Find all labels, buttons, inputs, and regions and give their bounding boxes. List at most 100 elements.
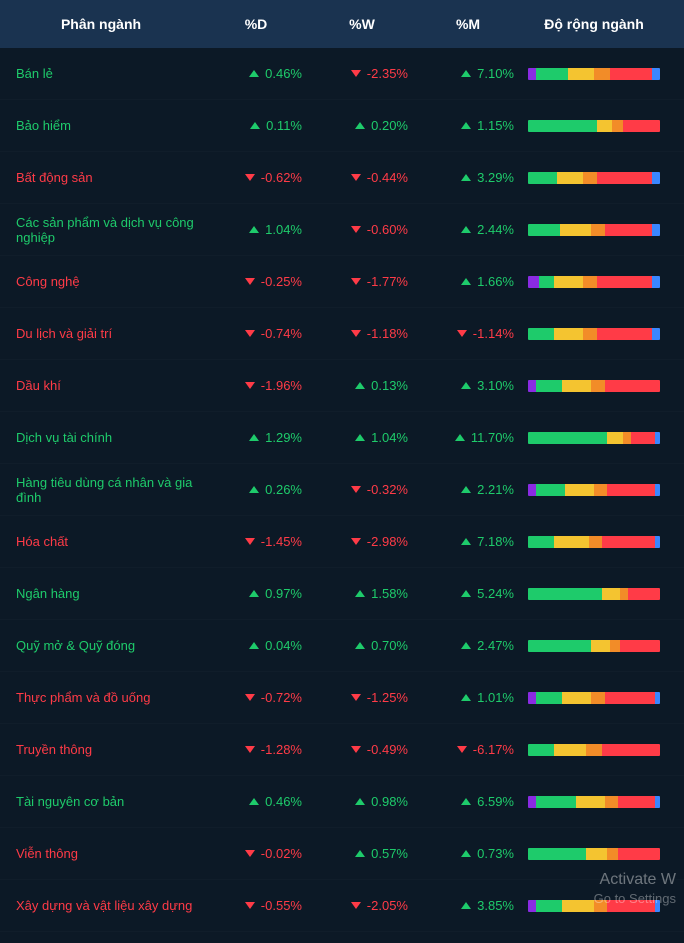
pct-month-value: 5.24% [477, 586, 514, 601]
sector-name: Bán lẻ [0, 66, 210, 81]
sector-name: Truyền thông [0, 742, 210, 757]
breadth-bar [528, 172, 660, 184]
table-row[interactable]: Du lịch và giải trí -0.74% -1.18% -1.14% [0, 308, 684, 360]
table-row[interactable]: Ngân hàng 0.97% 1.58% 5.24% [0, 568, 684, 620]
pct-month-value: -6.17% [473, 742, 514, 757]
pct-day: -0.74% [210, 326, 316, 341]
pct-week: 0.70% [316, 638, 422, 653]
table-row[interactable]: Bất động sản -0.62% -0.44% 3.29% [0, 152, 684, 204]
sector-name: Dầu khí [0, 378, 210, 393]
breadth-seg-orange [583, 328, 596, 340]
table-row[interactable]: Tài nguyên cơ bản 0.46% 0.98% 6.59% [0, 776, 684, 828]
pct-day: 0.11% [210, 118, 316, 133]
pct-month: 5.24% [422, 586, 528, 601]
breadth-bar [528, 380, 660, 392]
sector-name: Hóa chất [0, 534, 210, 549]
triangle-up-icon [461, 902, 471, 909]
breadth-seg-blue [652, 68, 660, 80]
pct-day-value: -0.25% [261, 274, 302, 289]
breadth-seg-red [597, 172, 652, 184]
triangle-down-icon [245, 330, 255, 337]
pct-day-value: 1.29% [265, 430, 302, 445]
pct-day: -0.02% [210, 846, 316, 861]
pct-day: -0.55% [210, 898, 316, 913]
breadth-seg-red [623, 120, 660, 132]
table-row[interactable]: Dịch vụ tài chính 1.29% 1.04% 11.70% [0, 412, 684, 464]
pct-day: 0.26% [210, 482, 316, 497]
breadth-seg-orange [623, 432, 631, 444]
breadth-seg-red [607, 900, 655, 912]
breadth-seg-blue [655, 536, 660, 548]
triangle-up-icon [455, 434, 465, 441]
pct-day: 0.04% [210, 638, 316, 653]
pct-month: 2.47% [422, 638, 528, 653]
pct-day-value: -1.28% [261, 742, 302, 757]
breadth-seg-blue [655, 796, 660, 808]
table-row[interactable]: Công nghệ -0.25% -1.77% 1.66% [0, 256, 684, 308]
triangle-up-icon [461, 382, 471, 389]
breadth-bar [528, 120, 660, 132]
breadth-bar [528, 744, 660, 756]
table-row[interactable]: Quỹ mở & Quỹ đóng 0.04% 0.70% 2.47% [0, 620, 684, 672]
table-row[interactable]: Các sản phẩm và dịch vụ công nghiệp 1.04… [0, 204, 684, 256]
pct-week: 0.20% [316, 118, 422, 133]
pct-month: 3.85% [422, 898, 528, 913]
sector-name: Thực phẩm và đồ uống [0, 690, 210, 705]
pct-day-value: 1.04% [265, 222, 302, 237]
header-breadth: Độ rộng ngành [528, 16, 674, 32]
pct-week-value: -0.49% [367, 742, 408, 757]
breadth-bar [528, 536, 660, 548]
triangle-up-icon [461, 122, 471, 129]
breadth-seg-green [528, 328, 554, 340]
triangle-down-icon [245, 538, 255, 545]
pct-week-value: 0.98% [371, 794, 408, 809]
breadth-seg-green [528, 744, 554, 756]
table-row[interactable]: Bán lẻ 0.46% -2.35% 7.10% [0, 48, 684, 100]
pct-week: 1.04% [316, 430, 422, 445]
pct-week-value: 1.58% [371, 586, 408, 601]
table-row[interactable]: Hóa chất -1.45% -2.98% 7.18% [0, 516, 684, 568]
table-row[interactable]: Xây dựng và vật liệu xây dựng -0.55% -2.… [0, 880, 684, 932]
breadth-seg-yellow [602, 588, 620, 600]
breadth-seg-green [536, 692, 562, 704]
breadth-cell [528, 796, 674, 808]
breadth-cell [528, 640, 674, 652]
triangle-up-icon [461, 226, 471, 233]
triangle-up-icon [461, 278, 471, 285]
table-row[interactable]: Dầu khí -1.96% 0.13% 3.10% [0, 360, 684, 412]
table-row[interactable]: Viễn thông -0.02% 0.57% 0.73% [0, 828, 684, 880]
triangle-down-icon [351, 330, 361, 337]
pct-month-value: 2.44% [477, 222, 514, 237]
triangle-down-icon [457, 330, 467, 337]
pct-month-value: 3.29% [477, 170, 514, 185]
pct-day-value: -1.45% [261, 534, 302, 549]
pct-week: -1.18% [316, 326, 422, 341]
breadth-seg-green [528, 640, 591, 652]
triangle-down-icon [245, 850, 255, 857]
triangle-up-icon [461, 174, 471, 181]
table-row[interactable]: Hàng tiêu dùng cá nhân và gia đình 0.26%… [0, 464, 684, 516]
pct-week: 1.58% [316, 586, 422, 601]
triangle-up-icon [461, 70, 471, 77]
table-row[interactable]: Truyền thông -1.28% -0.49% -6.17% [0, 724, 684, 776]
pct-day-value: -1.96% [261, 378, 302, 393]
breadth-seg-purple [528, 692, 536, 704]
breadth-seg-orange [589, 536, 602, 548]
table-row[interactable]: Thực phẩm và đồ uống -0.72% -1.25% 1.01% [0, 672, 684, 724]
pct-week-value: 0.70% [371, 638, 408, 653]
pct-month-value: 2.21% [477, 482, 514, 497]
pct-month: 3.10% [422, 378, 528, 393]
table-row[interactable]: Bảo hiểm 0.11% 0.20% 1.15% [0, 100, 684, 152]
triangle-down-icon [351, 902, 361, 909]
breadth-seg-red [618, 848, 660, 860]
pct-day: -1.45% [210, 534, 316, 549]
triangle-up-icon [461, 798, 471, 805]
breadth-seg-blue [652, 172, 660, 184]
breadth-seg-yellow [554, 536, 588, 548]
breadth-cell [528, 536, 674, 548]
breadth-seg-green [536, 380, 562, 392]
triangle-down-icon [457, 746, 467, 753]
pct-week: -2.05% [316, 898, 422, 913]
pct-day: 1.29% [210, 430, 316, 445]
breadth-bar [528, 588, 660, 600]
